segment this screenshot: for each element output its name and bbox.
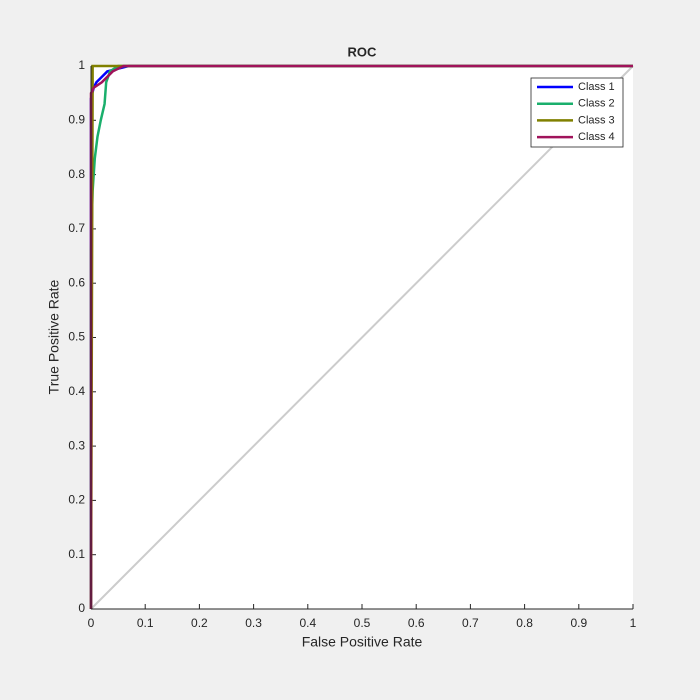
legend-label: Class 1 (578, 81, 615, 93)
y-tick-label: 0.6 (68, 275, 85, 289)
x-tick-label: 0.5 (354, 616, 371, 630)
y-tick-label: 0.9 (68, 112, 85, 126)
x-tick-label: 0.2 (191, 616, 208, 630)
x-axis-label: False Positive Rate (302, 634, 423, 650)
reference-diagonal (90, 65, 634, 610)
x-tick-label: 1 (630, 616, 637, 630)
y-tick-label: 0 (78, 601, 85, 615)
x-tick-label: 0.4 (299, 616, 316, 630)
x-tick-label: 0.6 (408, 616, 425, 630)
y-tick-label: 0.3 (68, 438, 85, 452)
y-tick-label: 1 (78, 58, 85, 72)
legend-label: Class 3 (578, 114, 615, 126)
x-tick-label: 0.8 (516, 616, 533, 630)
y-tick-label: 0.7 (68, 221, 85, 235)
y-tick-label: 0.5 (68, 330, 85, 344)
y-tick-label: 0.8 (68, 167, 85, 181)
x-tick-label: 0 (88, 616, 95, 630)
y-axis-label: True Positive Rate (46, 279, 62, 394)
legend-label: Class 2 (578, 98, 615, 110)
y-tick-label: 0.2 (68, 493, 85, 507)
legend-label: Class 4 (578, 131, 615, 143)
x-tick-label: 0.3 (245, 616, 262, 630)
x-tick-label: 0.1 (137, 616, 154, 630)
y-tick-label: 0.4 (68, 384, 85, 398)
x-tick-label: 0.7 (462, 616, 479, 630)
x-tick-label: 0.9 (570, 616, 587, 630)
legend-box (530, 77, 624, 148)
y-tick-label: 0.1 (68, 547, 85, 561)
chart-title: ROC (348, 44, 378, 59)
